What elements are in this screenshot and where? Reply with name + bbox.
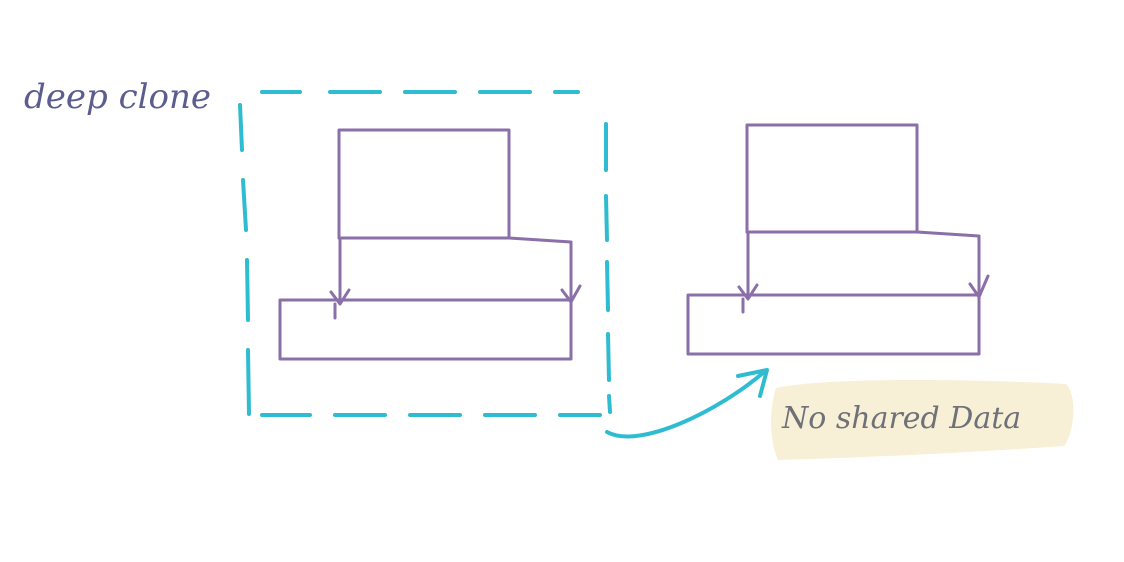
original-bottom-box xyxy=(278,298,573,361)
clone-left-arrow xyxy=(737,232,759,314)
original-top-box xyxy=(337,128,511,240)
clone-right-arrow xyxy=(968,236,990,299)
note-highlight xyxy=(771,380,1074,460)
note-text: No shared Data xyxy=(781,401,1021,436)
original-left-arrow xyxy=(329,238,351,320)
clone-top-box xyxy=(745,123,919,234)
original-right-arrow xyxy=(560,242,582,304)
curved-arrow xyxy=(605,368,769,439)
original-middle-box xyxy=(337,236,573,302)
clone-middle-box xyxy=(745,230,981,297)
clone-boundary-dashed xyxy=(238,90,612,417)
cloned-object-graph xyxy=(686,123,990,356)
original-object-graph xyxy=(278,128,582,361)
clone-bottom-box xyxy=(686,293,981,356)
diagram-title: deep clone xyxy=(24,77,211,117)
